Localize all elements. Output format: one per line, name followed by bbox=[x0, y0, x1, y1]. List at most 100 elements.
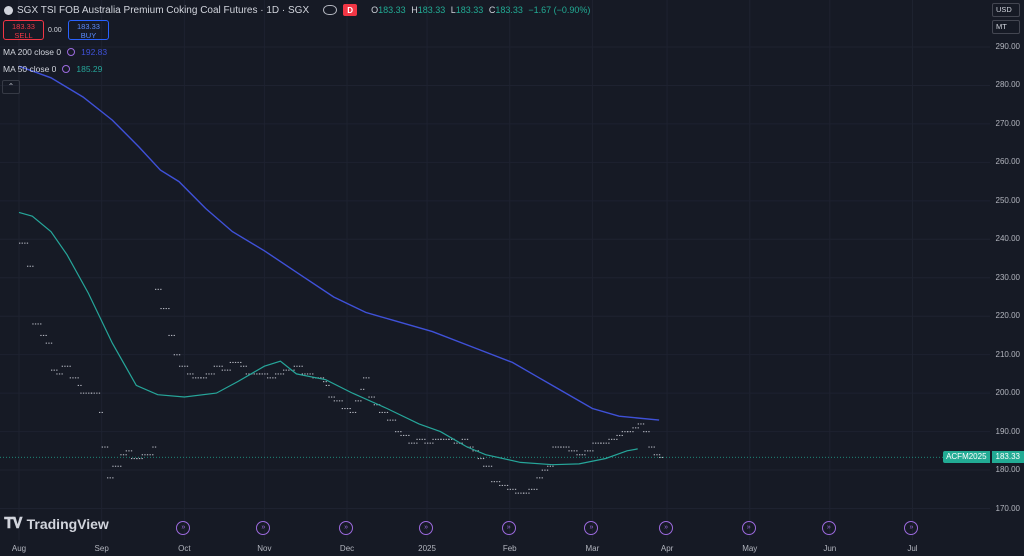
price-axis[interactable]: USD MT 290.00 280.00 270.00 260.00 250.00 240… bbox=[990, 0, 1024, 556]
price-point bbox=[293, 365, 295, 367]
price-point bbox=[539, 477, 541, 479]
settings-icon[interactable] bbox=[67, 48, 76, 56]
price-point bbox=[523, 492, 525, 494]
price-point bbox=[51, 369, 53, 371]
price-point bbox=[264, 373, 266, 375]
x-tick-label: Jun bbox=[823, 544, 837, 553]
settings-icon[interactable] bbox=[62, 65, 71, 73]
price-point bbox=[619, 434, 621, 436]
price-point bbox=[117, 465, 119, 467]
price-point bbox=[50, 342, 53, 344]
forward-arrow-icon[interactable]: » bbox=[904, 521, 919, 535]
symbol-title[interactable]: SGX TSI FOB Australia Premium Coking Coa… bbox=[17, 4, 310, 16]
price-point bbox=[288, 369, 290, 371]
price-point bbox=[536, 477, 538, 479]
price-point bbox=[512, 488, 514, 490]
x-tick-label: Mar bbox=[585, 544, 600, 553]
collapse-legend-button[interactable]: ⌃ bbox=[2, 80, 20, 94]
price-point bbox=[120, 465, 122, 467]
price-point bbox=[328, 396, 330, 398]
price-point bbox=[259, 373, 261, 375]
price-point bbox=[48, 342, 50, 344]
price-point bbox=[480, 458, 482, 460]
price-point bbox=[322, 377, 325, 379]
price-point bbox=[413, 442, 415, 444]
indicator-ma200[interactable]: MA 200 close 0 192.83 bbox=[3, 47, 107, 57]
x-tick-label: Nov bbox=[257, 544, 272, 553]
price-point bbox=[469, 446, 471, 448]
forward-arrow-icon[interactable]: » bbox=[741, 521, 756, 535]
price-point bbox=[560, 446, 562, 448]
price-point bbox=[61, 365, 63, 367]
forward-arrow-icon[interactable]: » bbox=[256, 521, 271, 535]
price-point bbox=[32, 323, 34, 325]
unit-button[interactable]: MT bbox=[992, 20, 1020, 34]
price-point bbox=[80, 392, 82, 394]
indicator-ma50[interactable]: MA 50 close 0 185.29 bbox=[3, 64, 102, 74]
forward-arrow-icon[interactable]: » bbox=[659, 521, 674, 535]
price-point bbox=[451, 438, 453, 440]
price-point bbox=[240, 361, 242, 363]
price-point bbox=[408, 442, 410, 444]
price-point bbox=[152, 454, 154, 456]
forward-arrow-icon[interactable]: » bbox=[501, 521, 516, 535]
forward-arrow-icon[interactable]: » bbox=[821, 521, 836, 535]
buy-button[interactable]: 183.33 BUY bbox=[68, 20, 109, 40]
eye-icon[interactable] bbox=[323, 5, 338, 15]
price-point bbox=[109, 477, 111, 479]
price-point bbox=[133, 458, 135, 460]
price-point bbox=[541, 477, 543, 479]
indicator-label: MA 50 close 0 bbox=[3, 64, 57, 74]
price-point bbox=[306, 373, 309, 375]
price-point bbox=[301, 373, 303, 375]
price-point bbox=[373, 404, 375, 406]
forward-arrow-icon[interactable]: » bbox=[584, 521, 599, 535]
price-point bbox=[208, 373, 210, 375]
price-point bbox=[19, 242, 21, 244]
price-point bbox=[427, 442, 429, 444]
price-point bbox=[496, 481, 498, 483]
price-point bbox=[184, 365, 186, 367]
price-point bbox=[40, 334, 42, 336]
price-point bbox=[531, 488, 533, 490]
price-point bbox=[245, 373, 247, 375]
price-point bbox=[120, 454, 122, 456]
price-point bbox=[237, 361, 239, 363]
price-point bbox=[221, 369, 223, 371]
forward-arrow-icon[interactable]: » bbox=[176, 521, 191, 535]
forward-arrow-icon[interactable]: » bbox=[419, 521, 434, 535]
price-point bbox=[173, 354, 175, 356]
price-point bbox=[357, 400, 359, 402]
price-point bbox=[141, 458, 143, 460]
price-point bbox=[107, 477, 109, 479]
x-tick-label: Sep bbox=[94, 544, 109, 553]
forward-arrow-icon[interactable]: » bbox=[339, 521, 354, 535]
currency-button[interactable]: USD bbox=[992, 3, 1020, 17]
price-point bbox=[648, 446, 650, 448]
y-tick-label: 290.00 bbox=[995, 42, 1020, 51]
sell-label: SELL bbox=[14, 31, 33, 40]
price-point bbox=[355, 400, 357, 402]
spread-value: 0.00 bbox=[48, 27, 62, 34]
price-point bbox=[61, 373, 63, 375]
price-point bbox=[352, 411, 354, 413]
price-point bbox=[632, 427, 634, 429]
price-point bbox=[363, 388, 365, 390]
price-point bbox=[138, 458, 141, 460]
price-point bbox=[659, 456, 661, 458]
price-point bbox=[85, 392, 87, 394]
price-point bbox=[155, 288, 157, 290]
sell-button[interactable]: 183.33 SELL bbox=[3, 20, 44, 40]
price-point bbox=[37, 323, 39, 325]
price-point bbox=[168, 308, 170, 310]
price-point bbox=[491, 481, 493, 483]
tradingview-logo[interactable]: 𝐓𝐕 TradingView bbox=[4, 515, 109, 532]
price-point bbox=[429, 442, 431, 444]
data-badge[interactable]: D bbox=[343, 4, 358, 16]
price-point bbox=[312, 377, 314, 379]
price-point bbox=[69, 377, 71, 379]
price-point bbox=[384, 411, 386, 413]
price-point bbox=[298, 365, 301, 367]
price-point bbox=[642, 423, 645, 425]
